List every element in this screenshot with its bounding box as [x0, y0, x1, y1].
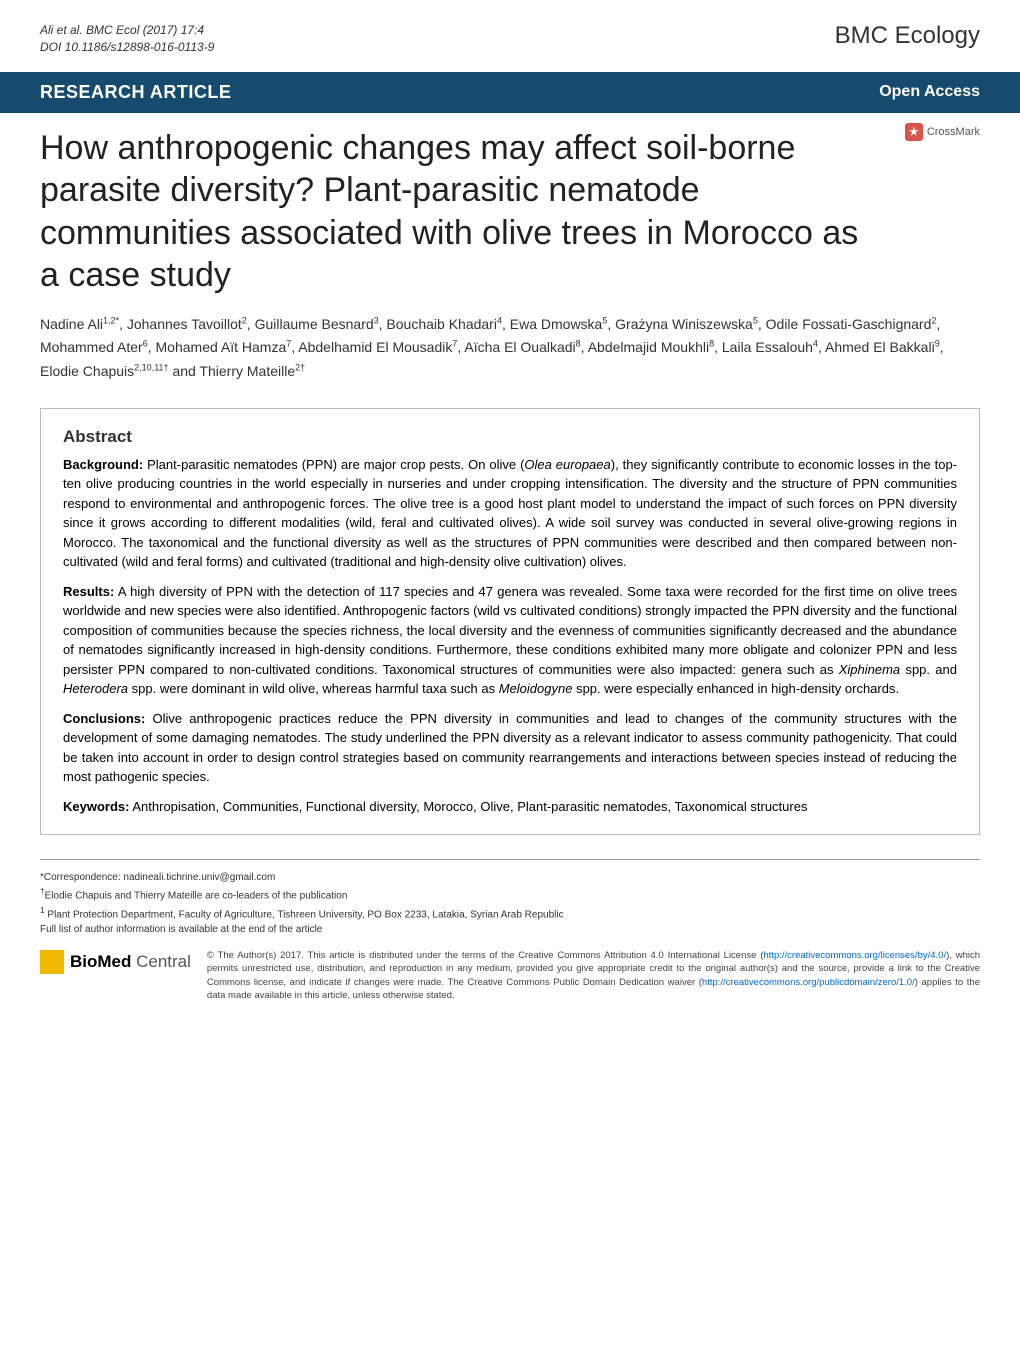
- background-text: Plant-parasitic nematodes (PPN) are majo…: [63, 457, 957, 570]
- citation-line-1: Ali et al. BMC Ecol (2017) 17:4: [40, 22, 214, 39]
- background-label: Background:: [63, 457, 143, 472]
- conclusions-label: Conclusions:: [63, 711, 145, 726]
- cc-by-link[interactable]: http://creativecommons.org/licenses/by/4…: [763, 950, 946, 961]
- article-title: How anthropogenic changes may affect soi…: [40, 127, 980, 297]
- author-list: Nadine Ali1,2*, Johannes Tavoillot2, Gui…: [0, 305, 1020, 390]
- license-row: BioMed Central © The Author(s) 2017. Thi…: [40, 949, 980, 1002]
- title-block: CrossMark How anthropogenic changes may …: [0, 113, 1020, 305]
- license-text: © The Author(s) 2017. This article is di…: [207, 949, 980, 1002]
- footer-block: *Correspondence: nadineali.tichrine.univ…: [40, 859, 980, 1002]
- citation: Ali et al. BMC Ecol (2017) 17:4 DOI 10.1…: [40, 22, 214, 56]
- coleaders-note: †Elodie Chapuis and Thierry Mateille are…: [40, 885, 980, 903]
- bmc-logo: BioMed Central: [40, 949, 191, 975]
- header-bar: Ali et al. BMC Ecol (2017) 17:4 DOI 10.1…: [0, 0, 1020, 72]
- conclusions-text: Olive anthropogenic practices reduce the…: [63, 711, 957, 785]
- article-type-bar: RESEARCH ARTICLE Open Access: [0, 72, 1020, 113]
- bmc-square-icon: [40, 950, 64, 974]
- abstract-results: Results: A high diversity of PPN with th…: [63, 582, 957, 699]
- keywords-label: Keywords:: [63, 799, 129, 814]
- results-label: Results:: [63, 584, 114, 599]
- crossmark-badge[interactable]: CrossMark: [905, 123, 980, 141]
- bmc-central: Central: [131, 952, 191, 971]
- results-text: A high diversity of PPN with the detecti…: [63, 584, 957, 697]
- abstract-background: Background: Plant-parasitic nematodes (P…: [63, 455, 957, 572]
- abstract-conclusions: Conclusions: Olive anthropogenic practic…: [63, 709, 957, 787]
- abstract-box: Abstract Background: Plant-parasitic nem…: [40, 408, 980, 836]
- keywords-text: Anthropisation, Communities, Functional …: [132, 799, 807, 814]
- cc0-link[interactable]: http://creativecommons.org/publicdomain/…: [702, 977, 915, 988]
- fulllist-note: Full list of author information is avail…: [40, 922, 980, 937]
- journal-logo: BMC Ecology: [835, 22, 980, 50]
- abstract-heading: Abstract: [63, 427, 957, 447]
- bmc-bio: BioMed: [70, 952, 131, 971]
- crossmark-label: CrossMark: [927, 126, 980, 138]
- open-access-label: Open Access: [879, 83, 980, 101]
- bmc-text: BioMed Central: [70, 949, 191, 975]
- correspondence: *Correspondence: nadineali.tichrine.univ…: [40, 870, 980, 885]
- crossmark-icon: [905, 123, 923, 141]
- article-type-label: RESEARCH ARTICLE: [40, 82, 231, 103]
- affiliation: 1 Plant Protection Department, Faculty o…: [40, 904, 980, 922]
- abstract-keywords: Keywords: Anthropisation, Communities, F…: [63, 797, 957, 817]
- citation-line-2: DOI 10.1186/s12898-016-0113-9: [40, 39, 214, 56]
